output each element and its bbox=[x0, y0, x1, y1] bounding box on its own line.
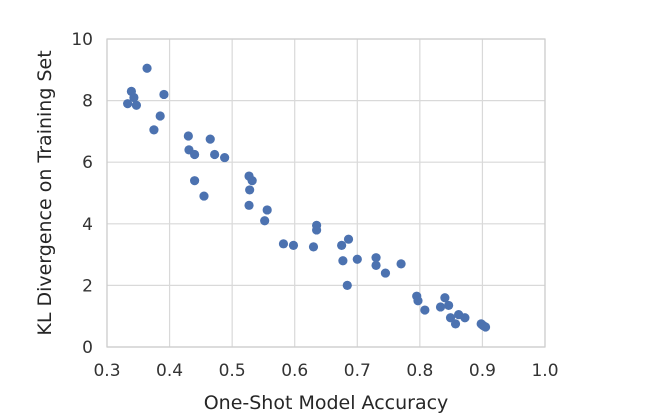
data-point bbox=[199, 191, 209, 201]
data-point bbox=[342, 280, 352, 290]
data-point bbox=[149, 125, 159, 135]
data-point bbox=[210, 149, 220, 160]
data-point bbox=[371, 253, 381, 263]
y-tick-label: 8 bbox=[82, 92, 93, 112]
x-tick-label: 0.8 bbox=[406, 361, 433, 381]
y-tick-label: 4 bbox=[82, 215, 93, 235]
data-point bbox=[247, 176, 257, 186]
data-point bbox=[123, 99, 133, 109]
data-point bbox=[444, 300, 454, 311]
data-point bbox=[205, 134, 215, 144]
data-point bbox=[220, 152, 230, 163]
x-tick-label: 1.0 bbox=[531, 361, 558, 381]
x-tick-label: 0.4 bbox=[156, 361, 183, 381]
data-point bbox=[343, 234, 354, 244]
data-point bbox=[337, 240, 347, 250]
y-tick-labels: 0 2 4 6 8 10 bbox=[71, 30, 93, 358]
data-point bbox=[338, 256, 348, 266]
data-point bbox=[155, 111, 165, 121]
data-point bbox=[460, 313, 470, 323]
data-point bbox=[380, 268, 391, 278]
x-tick-labels: 0.3 0.4 0.5 0.6 0.7 0.8 0.9 1.0 bbox=[93, 361, 558, 381]
data-point bbox=[440, 293, 450, 303]
data-point bbox=[396, 259, 406, 269]
y-tick-label: 2 bbox=[82, 276, 93, 296]
data-point bbox=[371, 260, 381, 270]
x-tick-label: 0.3 bbox=[93, 361, 120, 381]
data-point bbox=[244, 200, 254, 210]
data-point bbox=[190, 149, 200, 160]
data-point bbox=[262, 205, 272, 215]
plot-frame bbox=[106, 38, 546, 348]
y-tick-label: 6 bbox=[82, 153, 93, 173]
x-axis-label: One-Shot Model Accuracy bbox=[204, 392, 449, 414]
data-point bbox=[142, 63, 152, 73]
y-tick-label: 0 bbox=[82, 338, 93, 358]
y-tick-label: 10 bbox=[71, 30, 93, 50]
data-point bbox=[420, 305, 430, 315]
data-points bbox=[123, 63, 491, 332]
x-tick-label: 0.6 bbox=[281, 361, 308, 381]
data-point bbox=[288, 240, 299, 250]
x-tick-label: 0.5 bbox=[219, 361, 246, 381]
data-point bbox=[260, 216, 270, 226]
data-point bbox=[278, 239, 289, 249]
data-point bbox=[183, 131, 193, 141]
data-point bbox=[312, 225, 322, 235]
grid bbox=[106, 38, 546, 348]
data-point bbox=[445, 313, 456, 323]
data-point bbox=[413, 296, 423, 306]
data-point bbox=[478, 320, 488, 331]
data-point bbox=[450, 319, 461, 329]
y-axis-label: KL Divergence on Training Set bbox=[34, 50, 56, 335]
data-point bbox=[129, 92, 139, 103]
data-point bbox=[352, 254, 362, 264]
data-point bbox=[308, 242, 319, 252]
data-point bbox=[435, 302, 446, 312]
data-point bbox=[159, 89, 169, 100]
x-tick-label: 0.7 bbox=[344, 361, 371, 381]
x-tick-label: 0.9 bbox=[469, 361, 496, 381]
data-point bbox=[190, 176, 200, 186]
data-point bbox=[245, 185, 255, 195]
data-point bbox=[131, 100, 142, 110]
